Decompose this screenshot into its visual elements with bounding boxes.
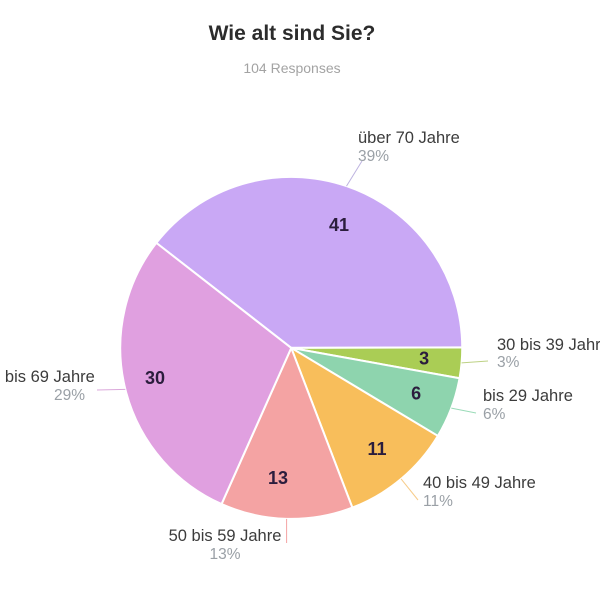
svg-text:3: 3 — [419, 348, 429, 368]
svg-text:bis 29 Jahre: bis 29 Jahre — [483, 387, 573, 405]
svg-text:13: 13 — [268, 468, 288, 488]
svg-text:6%: 6% — [483, 406, 506, 423]
svg-text:41: 41 — [329, 215, 349, 235]
svg-text:30: 30 — [145, 368, 165, 388]
svg-text:13%: 13% — [209, 546, 240, 563]
svg-text:3%: 3% — [497, 354, 520, 371]
svg-text:11: 11 — [367, 439, 386, 459]
svg-text:über 70 Jahre: über 70 Jahre — [358, 129, 460, 147]
svg-text:29%: 29% — [54, 387, 85, 404]
svg-text:11%: 11% — [423, 493, 453, 510]
svg-text:30 bis 39 Jahre: 30 bis 39 Jahre — [497, 336, 600, 354]
svg-text:6: 6 — [411, 384, 421, 404]
svg-text:40 bis 49 Jahre: 40 bis 49 Jahre — [423, 474, 536, 492]
svg-text:39%: 39% — [358, 148, 389, 165]
svg-text:60 bis 69 Jahre: 60 bis 69 Jahre — [0, 368, 95, 386]
svg-text:50 bis 59 Jahre: 50 bis 59 Jahre — [169, 527, 282, 545]
